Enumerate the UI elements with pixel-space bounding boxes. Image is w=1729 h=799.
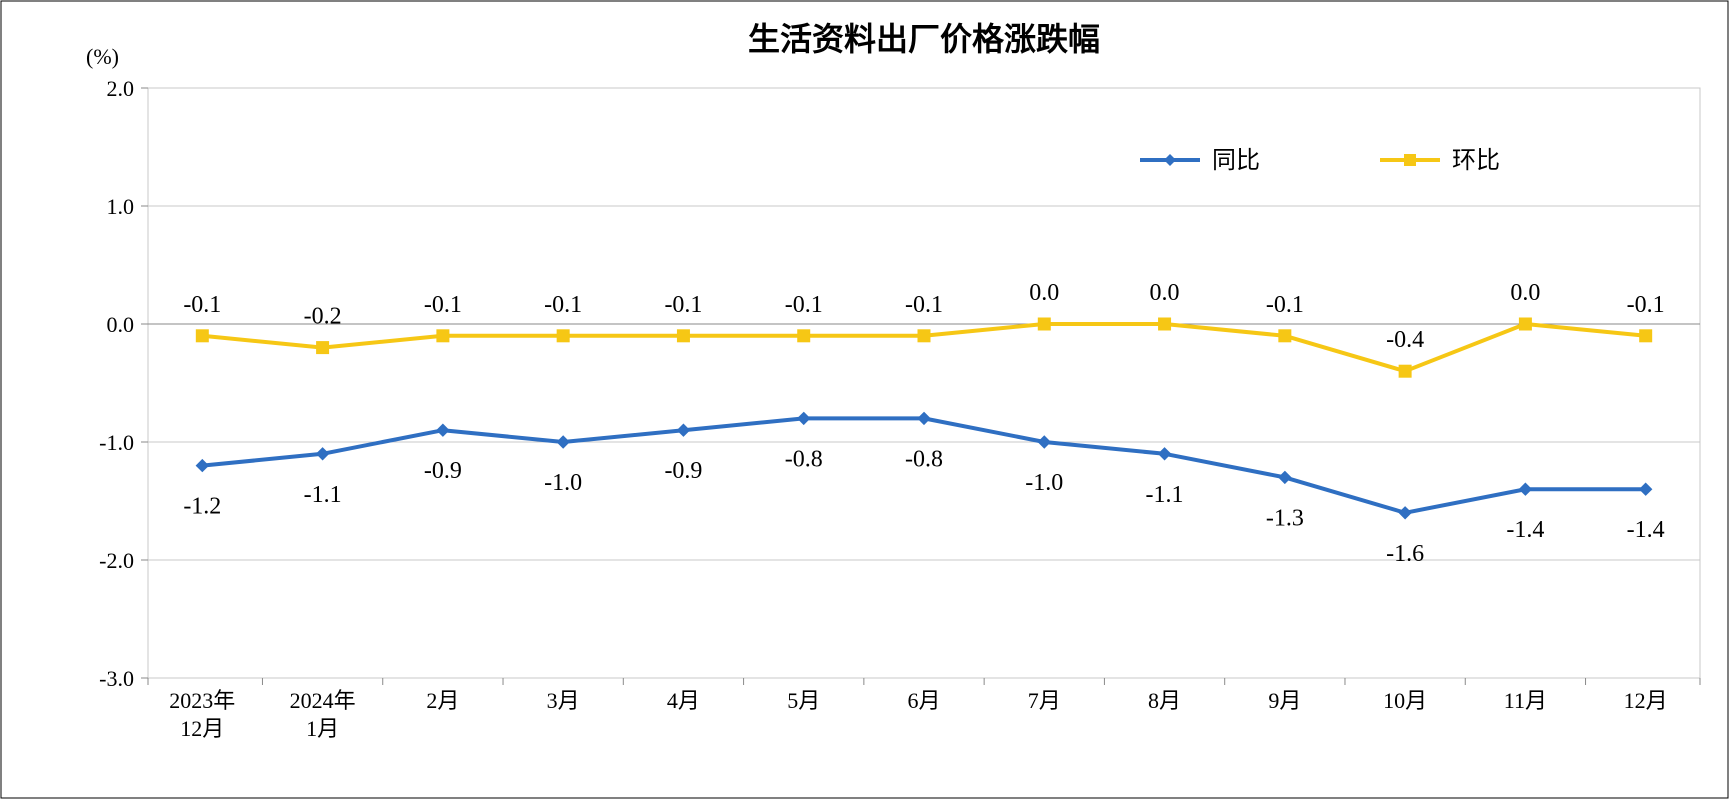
marker-square [1279, 330, 1291, 342]
y-tick-label: -3.0 [99, 666, 134, 691]
y-tick-label: 0.0 [107, 312, 135, 337]
marker-square [1159, 318, 1171, 330]
x-tick-label: 2月 [426, 688, 459, 713]
data-label: -0.4 [1386, 327, 1424, 353]
data-label: -1.0 [544, 470, 582, 496]
data-label: -1.4 [1506, 517, 1544, 543]
chart-container: 生活资料出厂价格涨跌幅 (%) -3.0 -2.0 -1.0 0.0 1.0 2.0 2023年… [0, 0, 1729, 799]
data-label: -0.1 [544, 292, 582, 318]
x-tick-label: 7月 [1028, 688, 1061, 713]
marker-square [918, 330, 930, 342]
marker-square [1640, 330, 1652, 342]
data-label: -0.8 [785, 446, 823, 472]
chart-title: 生活资料出厂价格涨跌幅 [748, 21, 1100, 57]
x-tick-label: 2024年1月 [290, 688, 356, 741]
marker-square [1519, 318, 1531, 330]
y-tick-label: -2.0 [99, 548, 134, 573]
y-axis-unit: (%) [86, 44, 119, 69]
data-label: -1.1 [304, 482, 342, 508]
data-label: -0.1 [1627, 292, 1665, 318]
data-label: -0.8 [905, 446, 943, 472]
x-tick-label: 4月 [667, 688, 700, 713]
data-label: -0.1 [183, 292, 221, 318]
data-label: -1.4 [1627, 517, 1665, 543]
x-tick-label: 11月 [1504, 688, 1547, 713]
x-tick-label: 3月 [547, 688, 580, 713]
data-label: -1.3 [1266, 505, 1304, 531]
marker-square [1399, 365, 1411, 377]
marker-square [196, 330, 208, 342]
data-label: -0.1 [785, 292, 823, 318]
data-label: 0.0 [1150, 280, 1180, 306]
marker-square [557, 330, 569, 342]
y-tick-label: 2.0 [107, 76, 135, 101]
legend-label: 同比 [1212, 147, 1260, 174]
marker-square [317, 342, 329, 354]
data-label: -0.2 [304, 304, 342, 330]
data-label: -0.1 [905, 292, 943, 318]
data-label: -0.1 [664, 292, 702, 318]
data-label: 0.0 [1510, 280, 1540, 306]
data-label: -1.2 [183, 494, 221, 520]
x-tick-label: 6月 [907, 688, 940, 713]
data-label: -0.1 [1266, 292, 1304, 318]
data-label: -0.9 [664, 458, 702, 484]
marker-square [798, 330, 810, 342]
data-label: -0.1 [424, 292, 462, 318]
x-tick-label: 12月 [1624, 688, 1668, 713]
legend-label: 环比 [1452, 147, 1500, 174]
data-label: -1.6 [1386, 541, 1424, 567]
legend-marker-square [1404, 154, 1416, 166]
y-tick-label: -1.0 [99, 430, 134, 455]
x-tick-label: 10月 [1383, 688, 1427, 713]
x-tick-label: 2023年12月 [169, 688, 235, 741]
data-label: -1.1 [1146, 482, 1184, 508]
marker-square [437, 330, 449, 342]
x-tick-label: 8月 [1148, 688, 1181, 713]
y-tick-label: 1.0 [107, 194, 135, 219]
plot-area [148, 88, 1700, 678]
data-label: 0.0 [1029, 280, 1059, 306]
line-chart: 生活资料出厂价格涨跌幅 (%) -3.0 -2.0 -1.0 0.0 1.0 2.0 2023年… [0, 0, 1729, 799]
marker-square [677, 330, 689, 342]
data-label: -0.9 [424, 458, 462, 484]
marker-square [1038, 318, 1050, 330]
data-label: -1.0 [1025, 470, 1063, 496]
x-tick-label: 9月 [1268, 688, 1301, 713]
x-tick-label: 5月 [787, 688, 820, 713]
